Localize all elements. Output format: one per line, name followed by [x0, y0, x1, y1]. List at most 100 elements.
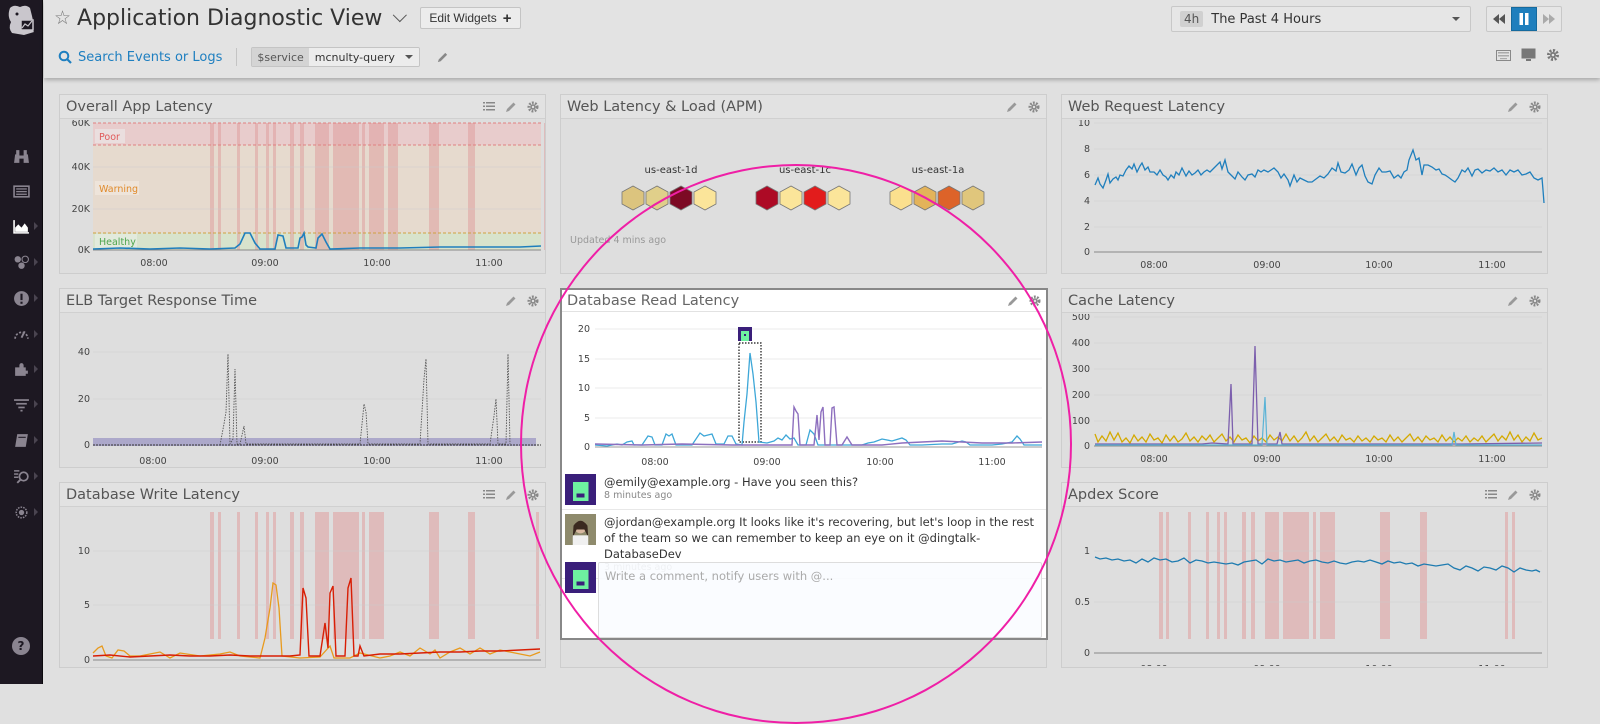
sidebar-item-security[interactable]: [0, 498, 43, 526]
sidebar-item-synthetics[interactable]: [0, 462, 43, 490]
fast-forward-button[interactable]: [1537, 7, 1561, 31]
gear-icon[interactable]: [1529, 101, 1541, 113]
widget-web-latency-load[interactable]: Web Latency & Load (APM) us-east-1d us-e…: [560, 94, 1047, 274]
widget-title: Web Request Latency: [1068, 98, 1226, 115]
chart-apdex-score[interactable]: 1 0.5 0 08:00 09:00 10:00 11:00: [1062, 508, 1547, 666]
gear-icon[interactable]: [527, 101, 539, 113]
svg-text:09:00: 09:00: [1253, 260, 1280, 271]
svg-text:20: 20: [578, 324, 590, 335]
sidebar-item-infrastructure[interactable]: [0, 248, 43, 276]
svg-text:us-east-1a: us-east-1a: [912, 165, 965, 176]
chart-elb-response-time[interactable]: 40 20 0 08:00 09:00 10:00 11:00: [60, 314, 545, 467]
timeframe-selector[interactable]: 4h The Past 4 Hours: [1171, 6, 1471, 32]
gear-icon[interactable]: [1029, 294, 1041, 307]
comment-item: @emily@example.org - Have you seen this?…: [562, 470, 1046, 510]
datadog-logo-icon[interactable]: [4, 2, 40, 38]
pencil-icon[interactable]: [505, 101, 517, 113]
widget-web-request-latency[interactable]: Web Request Latency 10 8 6 4 2 0 08:00 0…: [1061, 94, 1548, 274]
sidebar-item-logs[interactable]: [0, 390, 43, 418]
widget-db-read-latency-focused[interactable]: Database Read Latency 20 15 10 5 0 08:00…: [560, 288, 1048, 640]
svg-text:500: 500: [1072, 314, 1090, 323]
security-icon: [15, 505, 28, 519]
edit-widgets-button[interactable]: Edit Widgets +: [420, 7, 521, 29]
template-variable-service[interactable]: $service mcnulty-query: [251, 47, 420, 67]
sidebar-item-events[interactable]: [0, 177, 43, 205]
svg-text:0: 0: [84, 655, 90, 666]
sidebar-item-integrations[interactable]: [0, 355, 43, 383]
sidebar-item-monitors[interactable]: [0, 284, 43, 312]
widget-apdex-score[interactable]: Apdex Score 1 0.5 0 08:00 09:00 10:00 11…: [1061, 482, 1548, 668]
sidebar-item-binoculars[interactable]: [0, 142, 43, 170]
rewind-button[interactable]: [1487, 7, 1511, 31]
binoculars-icon: [14, 149, 29, 163]
template-variable-select[interactable]: mcnulty-query: [308, 48, 419, 66]
chart-db-read-latency[interactable]: 20 15 10 5 0 08:00 09:00 10:00 11:00: [562, 314, 1046, 470]
chart-db-write-latency[interactable]: 10 5 0 08:00 09:00 10:00 11:00: [60, 508, 545, 666]
annotation-avatar[interactable]: [738, 327, 752, 341]
legend-list-icon[interactable]: [1485, 489, 1497, 500]
pencil-icon[interactable]: [1006, 101, 1018, 113]
gear-icon[interactable]: [1028, 101, 1040, 113]
comment-text: @jordan@example.org It looks like it's r…: [604, 515, 1034, 561]
sidebar-item-notebooks[interactable]: [0, 426, 43, 454]
pencil-icon[interactable]: [505, 295, 517, 307]
hostmap-web-latency[interactable]: us-east-1d us-east-1c us-east-1a Updated…: [561, 120, 1046, 273]
svg-text:0: 0: [84, 440, 90, 451]
gear-icon[interactable]: [527, 294, 539, 307]
svg-text:0: 0: [1084, 441, 1090, 452]
chart-cache-latency[interactable]: 500 400 300 200 100 0 08:00 09:00 10:00 …: [1062, 314, 1547, 467]
widget-cache-latency[interactable]: Cache Latency 500 400 300 200 100 0 08:0…: [1061, 288, 1548, 468]
playback-controls: [1486, 6, 1562, 32]
search-icon: [58, 50, 72, 64]
comment-input[interactable]: Write a comment, notify users with @...: [598, 562, 1042, 638]
logs-search-icon: [14, 469, 29, 484]
widget-title: Cache Latency: [1068, 292, 1176, 309]
chart-web-request-latency[interactable]: 10 8 6 4 2 0 08:00 09:00 10:00 11:00: [1062, 120, 1547, 273]
legend-list-icon[interactable]: [483, 101, 495, 112]
chart-overall-app-latency[interactable]: Poor Warning Healthy 60K 40K 20K 0K 08:0…: [60, 120, 545, 273]
svg-text:60K: 60K: [72, 120, 91, 129]
svg-text:10:00: 10:00: [1365, 260, 1392, 271]
svg-text:10: 10: [578, 383, 590, 394]
widget-title: Apdex Score: [1068, 486, 1159, 503]
pencil-icon[interactable]: [1507, 489, 1519, 501]
infrastructure-icon: [14, 255, 29, 269]
gear-icon[interactable]: [1529, 488, 1541, 501]
pencil-icon[interactable]: [1507, 101, 1519, 113]
gear-icon[interactable]: [1546, 48, 1560, 62]
svg-text:08:00: 08:00: [1140, 664, 1167, 666]
plus-icon: +: [502, 9, 512, 27]
widget-title: Database Read Latency: [567, 292, 740, 309]
svg-text:1: 1: [1084, 546, 1090, 557]
tv-mode-icon[interactable]: [1521, 48, 1536, 62]
pause-button[interactable]: [1511, 7, 1537, 31]
svg-text:11:00: 11:00: [1478, 454, 1505, 465]
comment-text: @emily@example.org - Have you seen this?: [604, 475, 859, 489]
help-button[interactable]: ?: [12, 637, 30, 655]
pencil-icon[interactable]: [1507, 295, 1519, 307]
sidebar-item-dashboards[interactable]: [0, 212, 43, 240]
widget-elb-response-time[interactable]: ELB Target Response Time 40 20 0 08:00 0…: [59, 288, 546, 468]
svg-text:09:00: 09:00: [753, 457, 780, 468]
pencil-icon[interactable]: [436, 51, 449, 64]
svg-text:0.5: 0.5: [1075, 597, 1090, 608]
svg-text:10:00: 10:00: [1365, 454, 1392, 465]
widget-overall-app-latency[interactable]: Overall App Latency Poor Warning Healthy…: [59, 94, 546, 274]
gear-icon[interactable]: [1529, 294, 1541, 307]
svg-text:6: 6: [1084, 170, 1090, 181]
pause-icon: [1519, 13, 1529, 25]
legend-list-icon[interactable]: [483, 489, 495, 500]
svg-text:11:00: 11:00: [1478, 664, 1505, 666]
keyboard-icon[interactable]: [1496, 49, 1511, 61]
pencil-icon[interactable]: [1007, 295, 1019, 307]
gear-icon[interactable]: [527, 488, 539, 501]
widget-db-write-latency[interactable]: Database Write Latency 10 5 0 08:00 09:0…: [59, 482, 546, 668]
search-events-link[interactable]: Search Events or Logs: [58, 50, 222, 65]
chevron-down-icon[interactable]: [393, 8, 408, 23]
sidebar-item-apm[interactable]: [0, 320, 43, 348]
pencil-icon[interactable]: [505, 489, 517, 501]
page-title: Application Diagnostic View: [77, 5, 383, 31]
svg-text:300: 300: [1072, 364, 1090, 375]
annotation-selection[interactable]: [738, 342, 762, 443]
favorite-star-icon[interactable]: ☆: [54, 7, 72, 29]
